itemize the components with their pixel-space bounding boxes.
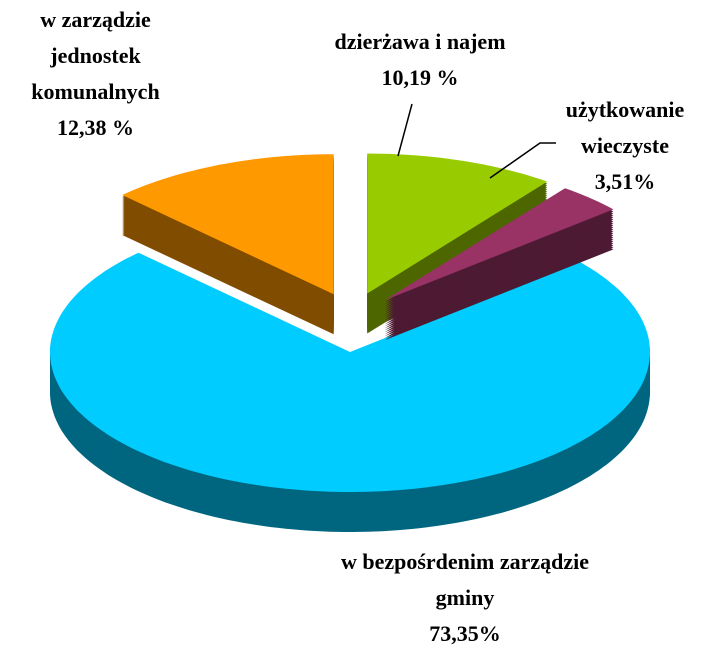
slices xyxy=(50,153,650,532)
category-label: dzierżawa i najem xyxy=(334,29,506,54)
slice xyxy=(122,154,334,295)
slice xyxy=(367,153,548,294)
slice-label: użytkowanie wieczyste 3,51% xyxy=(545,92,705,200)
category-label: w zarządzie jednostek komunalnych xyxy=(31,7,160,104)
slice xyxy=(50,252,650,492)
category-label: w bezpośrdenim zarządzie gminy xyxy=(340,549,590,610)
slice-label: dzierżawa i najem 10,19 % xyxy=(270,24,570,96)
value-label: 73,35% xyxy=(429,621,501,646)
value-label: 10,19 % xyxy=(381,65,459,90)
leader-line xyxy=(489,142,556,179)
slice-label: w zarządzie jednostek komunalnych 12,38 … xyxy=(8,2,183,146)
slice-label: w bezpośrdenim zarządzie gminy 73,35% xyxy=(340,544,590,652)
value-label: 12,38 % xyxy=(57,115,134,140)
slice xyxy=(384,188,614,301)
category-label: użytkowanie wieczyste xyxy=(565,97,685,158)
leader-line xyxy=(397,103,413,157)
value-label: 3,51% xyxy=(594,169,656,194)
